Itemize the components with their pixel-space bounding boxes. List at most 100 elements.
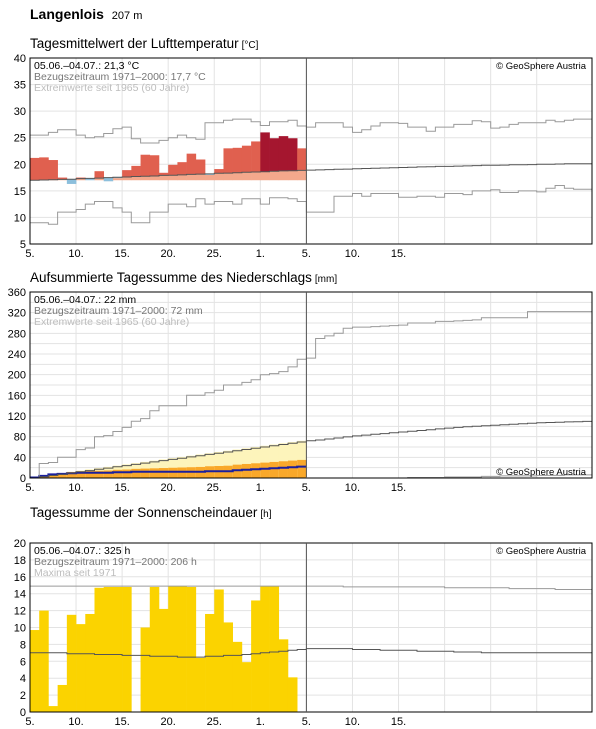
x-tick-label: 15. [391, 716, 406, 727]
temp-mean-band [94, 178, 105, 181]
y-tick-label: 30 [14, 106, 26, 118]
temp-reference-line [30, 163, 592, 181]
y-tick-label: 120 [8, 411, 26, 423]
sun-bar [122, 586, 132, 712]
precip-deficit-band [168, 467, 178, 478]
x-tick-label: 15. [391, 248, 406, 260]
precip-mean-area [297, 440, 307, 478]
temp-mean-band [158, 175, 169, 181]
sun-bar [205, 613, 215, 712]
sun-bar [158, 608, 169, 712]
legend-extremes: Extremwerte seit 1965 (60 Jahre) [34, 316, 189, 328]
sun-chart-title: Tagessumme der Sonnenscheindauer [h] [30, 505, 272, 520]
x-tick-label: 10. [68, 482, 83, 494]
precip-mean-area [269, 444, 280, 478]
plot-border [29, 291, 593, 479]
precip-deficit-band [112, 469, 123, 478]
precip-deficit-band [232, 464, 243, 478]
temp-mean-band [177, 174, 187, 181]
sun-maxima-line [30, 585, 592, 590]
x-tick-label: 1. [256, 716, 265, 727]
x-tick-label: 20. [161, 248, 176, 260]
sun-bar [85, 613, 95, 712]
precip-mean-area [186, 455, 197, 478]
temp-anomaly-bar [103, 177, 114, 182]
temp-anomaly-bar [260, 132, 270, 172]
legend-extremes: Maxima seit 1971 [34, 567, 116, 579]
y-tick-label: 12 [14, 606, 26, 618]
temp-mean-band [76, 178, 86, 181]
sun-bar [168, 586, 178, 712]
sun-chart: 0 2 4 6 8 10 12 14 16 18 20 5. 10. 15. 20. 25. 1. 5. 10. 15… [14, 538, 593, 727]
y-tick-label: 16 [14, 572, 26, 584]
x-tick-label: 5. [25, 482, 34, 494]
temp-anomaly-bar [131, 165, 141, 177]
sun-reference-line [30, 648, 592, 658]
sun-bar [186, 586, 197, 712]
station-header: Langenlois 207 m [30, 6, 142, 22]
legend-observed: 05.06.–04.07.: 325 h [34, 545, 130, 557]
temp-anomaly-bar [278, 136, 289, 171]
precip-deficit-band [297, 459, 307, 478]
temp-mean-band [122, 177, 132, 181]
temp-anomaly-bar [30, 157, 40, 181]
temp-anomaly-bar [140, 154, 151, 177]
precip-deficit-band [122, 469, 132, 478]
y-tick-label: 5 [20, 239, 26, 251]
precip-mean-area [241, 448, 252, 478]
temp-mean-band [260, 171, 270, 181]
precip-extreme-max-line [30, 311, 592, 479]
precip-deficit-band [251, 463, 261, 478]
precip-mean-area [278, 443, 289, 478]
sun-bar [39, 610, 49, 712]
x-tick-label: 10. [68, 248, 83, 260]
y-tick-label: 6 [20, 656, 26, 668]
temp-mean-band [168, 175, 178, 181]
precip-deficit-band [76, 471, 86, 478]
sun-bar [232, 641, 243, 712]
temp-mean-band [186, 174, 197, 181]
precip-unit: [mm] [314, 274, 338, 285]
precip-deficit-band [131, 468, 141, 478]
temp-anomaly-bar [269, 138, 280, 172]
temp-mean-band [251, 171, 261, 181]
station-altitude: 207 m [111, 10, 143, 22]
x-tick-label: 20. [161, 482, 176, 494]
precip-deficit-band [149, 468, 160, 478]
temp-extreme-max-line [30, 118, 592, 144]
sun-bar [140, 627, 151, 712]
y-tick-label: 360 [8, 288, 26, 299]
temp-anomaly-bar [168, 164, 178, 176]
precip-mean-area [214, 451, 224, 478]
precip-chart-title: Aufsummierte Tagessumme des Niederschlag… [30, 270, 337, 285]
x-tick-label: 25. [207, 716, 222, 727]
temp-mean-band [287, 170, 298, 181]
legend-reference: Bezugszeitraum 1971–2000: 17,7 °C [34, 71, 206, 83]
precip-mean-area [177, 456, 187, 478]
sun-bar [66, 614, 77, 712]
temp-chart: 5 10 15 20 25 30 35 40 5. 10. 15. 20. 25. 1. 5. 10. 15. 0… [14, 53, 593, 260]
y-tick-label: 280 [8, 328, 26, 340]
precip-reference-line [30, 420, 592, 479]
precip-mean-area [232, 449, 243, 478]
x-tick-label: 5. [302, 482, 311, 494]
y-tick-label: 2 [20, 690, 26, 702]
sun-bar [48, 706, 58, 712]
sun-bar [195, 657, 206, 712]
temp-anomaly-bar [251, 141, 261, 172]
precip-deficit-band [278, 461, 289, 478]
x-tick-label: 25. [207, 482, 222, 494]
temp-anomaly-bar [122, 170, 132, 178]
temp-anomaly-bar [94, 171, 105, 179]
temp-mean-band [214, 173, 224, 181]
temp-mean-band [241, 172, 252, 181]
x-tick-label: 10. [345, 482, 360, 494]
y-tick-label: 40 [14, 452, 26, 464]
temp-anomaly-bar [85, 178, 95, 181]
precip-mean-area [251, 447, 261, 478]
precip-deficit-band [158, 468, 169, 478]
temp-anomaly-bar [149, 155, 160, 176]
temp-mean-band [112, 178, 123, 181]
copyright-sun: © GeoSphere Austria [496, 546, 587, 557]
x-tick-label: 15. [391, 482, 406, 494]
